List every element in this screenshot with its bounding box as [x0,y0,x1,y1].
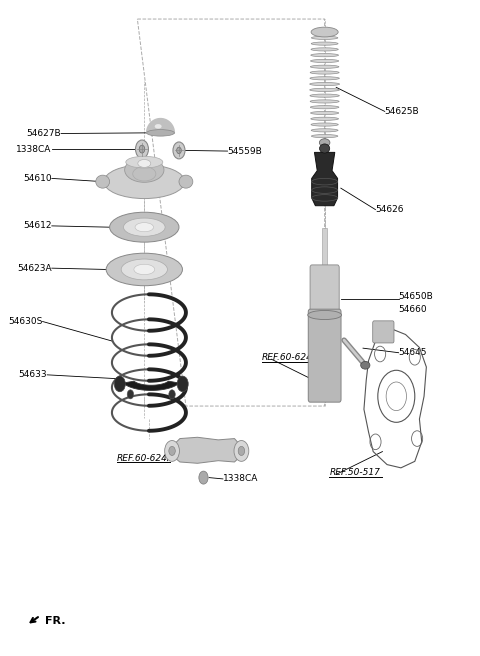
Ellipse shape [138,159,151,167]
Ellipse shape [179,175,193,188]
Ellipse shape [310,89,339,91]
Text: 54660: 54660 [398,305,427,314]
Text: REF.60-624: REF.60-624 [262,353,313,361]
Ellipse shape [308,310,341,319]
Circle shape [169,390,175,399]
Ellipse shape [319,138,330,146]
Ellipse shape [311,123,338,126]
Text: 1338CA: 1338CA [223,474,258,483]
Ellipse shape [311,65,339,68]
Text: 54610: 54610 [23,174,52,183]
Text: REF.50-517: REF.50-517 [329,468,380,477]
Ellipse shape [134,264,155,275]
Circle shape [169,446,175,455]
Ellipse shape [311,129,338,132]
Ellipse shape [123,218,165,236]
Ellipse shape [106,253,182,286]
Ellipse shape [311,106,339,109]
Circle shape [127,390,133,399]
Text: 54650B: 54650B [398,293,433,301]
FancyBboxPatch shape [308,309,341,402]
Ellipse shape [310,83,339,86]
Ellipse shape [126,156,163,168]
Text: 54645: 54645 [398,348,427,358]
Text: 54623A: 54623A [17,264,52,273]
Ellipse shape [312,36,338,39]
FancyBboxPatch shape [373,321,394,343]
Circle shape [135,140,148,158]
Text: 54630S: 54630S [8,317,43,326]
Circle shape [177,376,188,392]
Text: 54625B: 54625B [385,107,420,116]
FancyBboxPatch shape [310,265,339,318]
Text: 54626: 54626 [375,205,404,214]
Text: 1338CA: 1338CA [16,144,52,154]
Polygon shape [146,119,174,133]
Ellipse shape [311,54,338,57]
Ellipse shape [311,59,339,62]
Ellipse shape [311,112,339,115]
Ellipse shape [135,222,154,232]
Circle shape [234,441,249,461]
Text: 54559B: 54559B [228,146,262,155]
Ellipse shape [109,213,179,242]
Circle shape [177,147,181,154]
Ellipse shape [320,144,330,153]
Circle shape [238,446,245,455]
Ellipse shape [311,117,338,120]
Ellipse shape [155,124,162,129]
Ellipse shape [311,48,338,51]
Text: REF.60-624: REF.60-624 [117,453,168,462]
Ellipse shape [96,175,109,188]
Ellipse shape [146,130,174,136]
Text: 54627B: 54627B [26,129,61,138]
Text: FR.: FR. [45,616,65,626]
Ellipse shape [310,100,339,103]
Ellipse shape [125,157,164,182]
Polygon shape [312,152,337,206]
Text: 54612: 54612 [24,221,52,230]
Circle shape [173,142,185,159]
Text: 54633: 54633 [19,371,47,379]
Ellipse shape [311,27,338,37]
Ellipse shape [360,361,370,369]
Polygon shape [172,438,241,463]
Ellipse shape [311,42,338,45]
Ellipse shape [310,77,339,80]
Ellipse shape [310,71,339,74]
Circle shape [199,471,208,484]
Ellipse shape [310,94,339,97]
Ellipse shape [104,165,185,199]
Bar [322,228,327,266]
Ellipse shape [121,259,168,280]
Circle shape [165,441,180,461]
Circle shape [114,376,125,392]
Circle shape [139,145,145,153]
Polygon shape [123,381,179,390]
Ellipse shape [312,134,338,138]
